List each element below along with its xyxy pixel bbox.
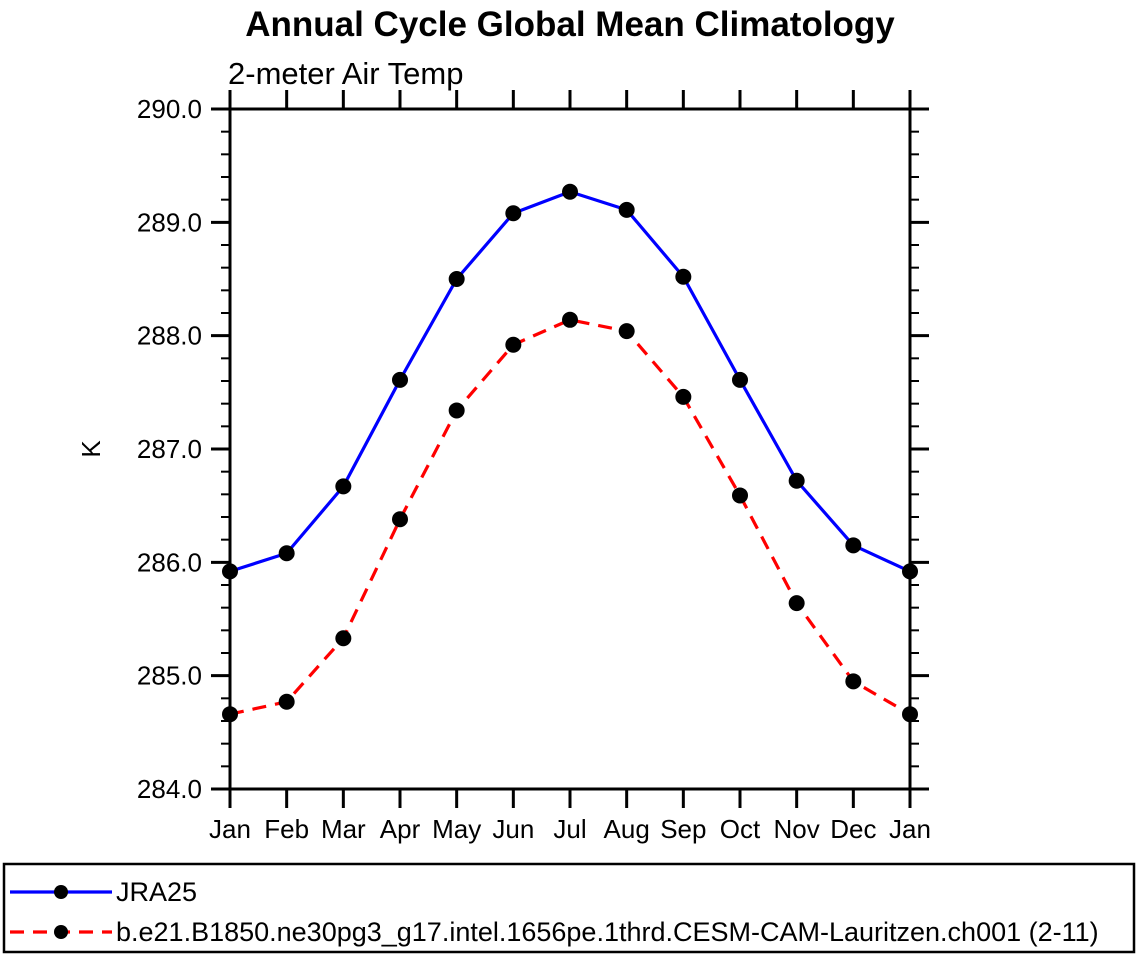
x-tick-label: Feb xyxy=(264,814,309,844)
series-0-marker xyxy=(788,472,805,489)
series-1-marker xyxy=(902,706,918,723)
series-0-marker xyxy=(618,201,635,218)
series-1-marker xyxy=(505,336,522,353)
legend-label-model: b.e21.B1850.ne30pg3_g17.intel.1656pe.1th… xyxy=(116,917,1099,947)
series-1-marker xyxy=(618,323,635,340)
y-tick-label: 287.0 xyxy=(137,434,202,464)
series-0-marker xyxy=(562,183,578,200)
legend: JRA25 b.e21.B1850.ne30pg3_g17.intel.1656… xyxy=(2,862,1136,954)
series-1-marker xyxy=(392,511,408,528)
legend-label-jra25: JRA25 xyxy=(116,877,197,907)
series-0-marker xyxy=(392,371,408,388)
plot-frame xyxy=(228,107,912,791)
series-0-marker xyxy=(505,205,522,222)
x-tick-label: May xyxy=(432,814,481,844)
series-1-marker xyxy=(732,487,748,504)
series-0-marker xyxy=(222,563,238,580)
series-1-marker xyxy=(448,402,465,419)
series-1-marker xyxy=(335,630,352,647)
chart-subtitle: 2-meter Air Temp xyxy=(228,56,463,91)
y-tick-label: 284.0 xyxy=(137,774,202,804)
y-tick-label: 288.0 xyxy=(137,321,202,351)
x-tick-label: Jan xyxy=(889,814,931,844)
series-0-marker xyxy=(845,537,862,554)
x-tick-label: Oct xyxy=(720,814,761,844)
series-0-marker xyxy=(278,545,295,562)
x-tick-labels: Jan Feb Mar Apr May Jun Jul Aug Sep Oct Nov Dec Jan xyxy=(209,814,931,844)
axis-ticks xyxy=(211,90,929,808)
series-1-marker xyxy=(675,388,692,405)
series-1-marker xyxy=(562,311,578,328)
series-1-marker xyxy=(788,595,805,612)
legend-marker-dot xyxy=(54,925,68,939)
legend-marker-dot xyxy=(54,885,68,899)
series-1-marker xyxy=(278,693,295,710)
x-tick-label: Aug xyxy=(604,814,650,844)
legend-entry-model: b.e21.B1850.ne30pg3_g17.intel.1656pe.1th… xyxy=(10,917,1099,947)
y-tick-label: 286.0 xyxy=(137,547,202,577)
y-tick-labels: 284.0 285.0 286.0 287.0 288.0 289.0 290.0 xyxy=(137,94,202,804)
chart-title: Annual Cycle Global Mean Climatology xyxy=(245,5,895,44)
legend-entry-jra25: JRA25 xyxy=(10,877,197,907)
x-tick-label: Nov xyxy=(774,814,820,844)
x-tick-label: Mar xyxy=(321,814,366,844)
y-tick-label: 285.0 xyxy=(137,661,202,691)
series-line-0 xyxy=(229,190,911,573)
x-tick-label: Apr xyxy=(380,814,421,844)
series-line-1 xyxy=(229,318,911,716)
series-0-marker xyxy=(675,268,692,285)
series-1-marker xyxy=(222,706,238,723)
x-tick-label: Sep xyxy=(660,814,706,844)
series-0-marker xyxy=(448,271,465,287)
data-series xyxy=(222,183,918,723)
legend-box xyxy=(2,862,1136,954)
y-axis-label: K xyxy=(76,440,106,458)
x-tick-label: Dec xyxy=(830,814,876,844)
series-0-marker xyxy=(902,563,918,580)
series-1-marker xyxy=(845,673,862,690)
y-tick-label: 289.0 xyxy=(137,207,202,237)
x-tick-label: Jul xyxy=(553,814,586,844)
x-tick-label: Jun xyxy=(492,814,534,844)
y-tick-label: 290.0 xyxy=(137,94,202,124)
series-0-marker xyxy=(732,371,748,388)
x-tick-label: Jan xyxy=(209,814,251,844)
series-0-marker xyxy=(335,478,352,495)
